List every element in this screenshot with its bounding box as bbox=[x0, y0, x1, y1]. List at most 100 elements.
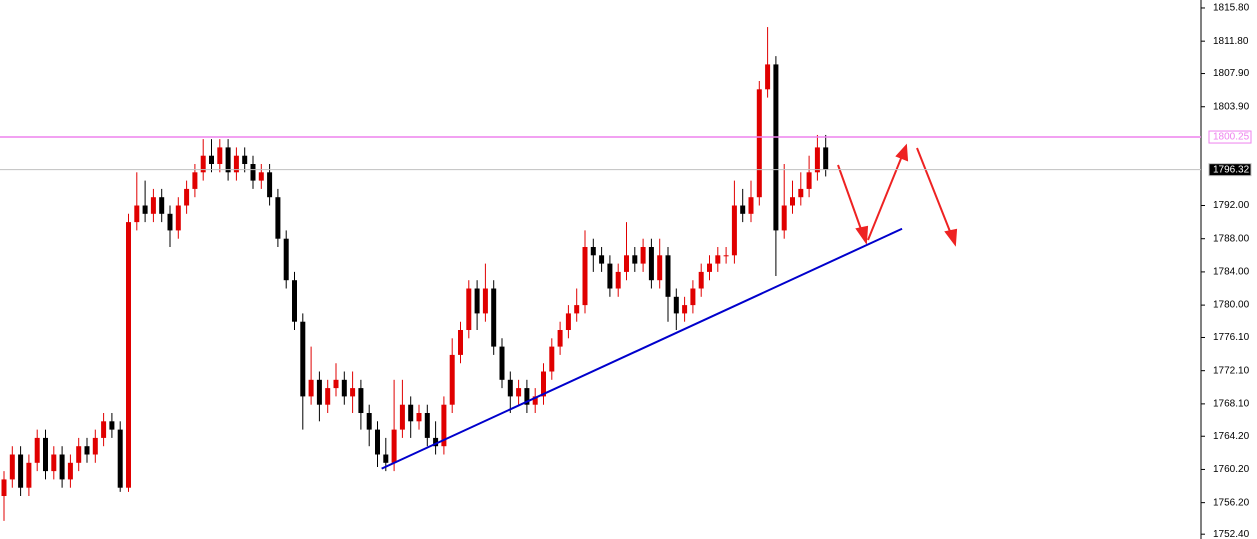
candle-body bbox=[92, 437, 98, 455]
candle-body bbox=[574, 305, 580, 314]
candle-body bbox=[333, 379, 339, 389]
candle-body bbox=[225, 147, 231, 173]
price-label: 1800.25 bbox=[1213, 132, 1250, 143]
candle-body bbox=[449, 354, 455, 405]
candle-body bbox=[690, 288, 696, 306]
candle-body bbox=[516, 388, 522, 397]
candle-body bbox=[126, 222, 131, 488]
candle-body bbox=[250, 164, 256, 181]
candle-body bbox=[34, 437, 40, 463]
annotation-arrows bbox=[837, 143, 958, 247]
candle-body bbox=[740, 205, 746, 214]
y-tick-label: 1784.00 bbox=[1213, 267, 1250, 278]
candle-body bbox=[300, 321, 306, 397]
arrow bbox=[837, 164, 863, 233]
candle-body bbox=[101, 421, 107, 438]
candle-body bbox=[731, 205, 737, 256]
candle-body bbox=[565, 313, 571, 331]
candle-body bbox=[773, 64, 779, 231]
candle-body bbox=[242, 155, 248, 165]
candle-body bbox=[640, 247, 646, 264]
candle-body bbox=[84, 446, 90, 455]
y-tick-label: 1776.10 bbox=[1213, 332, 1250, 343]
candle-body bbox=[765, 64, 771, 90]
candle-body bbox=[806, 172, 812, 189]
candle-body bbox=[466, 288, 472, 331]
candle-body bbox=[59, 454, 65, 480]
candle-body bbox=[258, 172, 264, 181]
candle-body bbox=[1, 479, 7, 497]
y-tick-label: 1768.10 bbox=[1213, 399, 1250, 410]
candle-body bbox=[51, 454, 57, 472]
candle-body bbox=[142, 205, 148, 214]
candle-body bbox=[781, 205, 787, 231]
candle-body bbox=[117, 429, 123, 488]
candle-body bbox=[491, 288, 497, 347]
candle-body bbox=[341, 379, 347, 397]
candle-body bbox=[9, 454, 15, 480]
candle-body bbox=[358, 388, 364, 414]
candle-body bbox=[723, 255, 729, 257]
candle-body bbox=[67, 462, 73, 480]
candle-body bbox=[233, 155, 239, 173]
candle-body bbox=[383, 454, 389, 463]
candle-body bbox=[424, 413, 430, 438]
y-tick-label: 1772.10 bbox=[1213, 365, 1250, 376]
candle-body bbox=[18, 454, 24, 488]
candle-body bbox=[673, 296, 679, 314]
candle-body bbox=[524, 388, 530, 405]
candle-body bbox=[200, 155, 206, 173]
candle-body bbox=[798, 188, 804, 198]
candle-body bbox=[549, 346, 555, 372]
candle-body bbox=[823, 147, 829, 170]
candle-body bbox=[748, 197, 754, 214]
candle-body bbox=[26, 462, 32, 488]
candle-body bbox=[433, 437, 439, 447]
candle-body bbox=[209, 155, 214, 165]
candle-body bbox=[408, 404, 414, 422]
y-tick-label: 1811.80 bbox=[1213, 36, 1249, 47]
arrow-head bbox=[944, 228, 958, 247]
candle-body bbox=[292, 280, 297, 322]
candle-body bbox=[698, 271, 704, 289]
candle-body bbox=[441, 404, 447, 447]
candle-body bbox=[283, 238, 289, 281]
arrow-head bbox=[855, 225, 869, 245]
trendline bbox=[381, 227, 903, 470]
y-tick-label: 1815.80 bbox=[1213, 3, 1250, 14]
arrow-head bbox=[895, 143, 909, 162]
candle-body bbox=[217, 147, 223, 165]
candle-body bbox=[756, 89, 762, 198]
candle-body bbox=[814, 147, 820, 173]
candle-body bbox=[109, 421, 115, 430]
candle-body bbox=[43, 437, 48, 472]
candle-body bbox=[657, 255, 663, 281]
candle-body bbox=[399, 404, 405, 430]
candle-body bbox=[499, 346, 505, 380]
candle-body bbox=[557, 330, 563, 347]
candle-body bbox=[192, 172, 198, 189]
y-tick-label: 1807.90 bbox=[1213, 68, 1250, 79]
candle-body bbox=[416, 413, 422, 422]
candle-body bbox=[325, 388, 331, 405]
candle-body bbox=[665, 255, 671, 297]
candle-body bbox=[458, 330, 463, 355]
y-tick-label: 1803.90 bbox=[1213, 101, 1250, 112]
candle-body bbox=[350, 388, 356, 397]
y-tick-label: 1752.40 bbox=[1213, 529, 1250, 539]
candle-body bbox=[582, 247, 588, 306]
candle-body bbox=[267, 172, 273, 198]
candle-body bbox=[590, 247, 596, 256]
candle-body bbox=[599, 255, 605, 264]
candle-body bbox=[507, 379, 513, 397]
candle-body bbox=[316, 379, 322, 405]
arrow bbox=[916, 147, 952, 235]
price-label-box bbox=[1208, 163, 1252, 177]
candle-body bbox=[715, 255, 721, 264]
candle-body bbox=[167, 213, 173, 231]
candle-body bbox=[707, 263, 712, 272]
candle-body bbox=[184, 188, 190, 206]
candle-body bbox=[532, 396, 538, 405]
y-tick-label: 1764.20 bbox=[1213, 431, 1250, 442]
